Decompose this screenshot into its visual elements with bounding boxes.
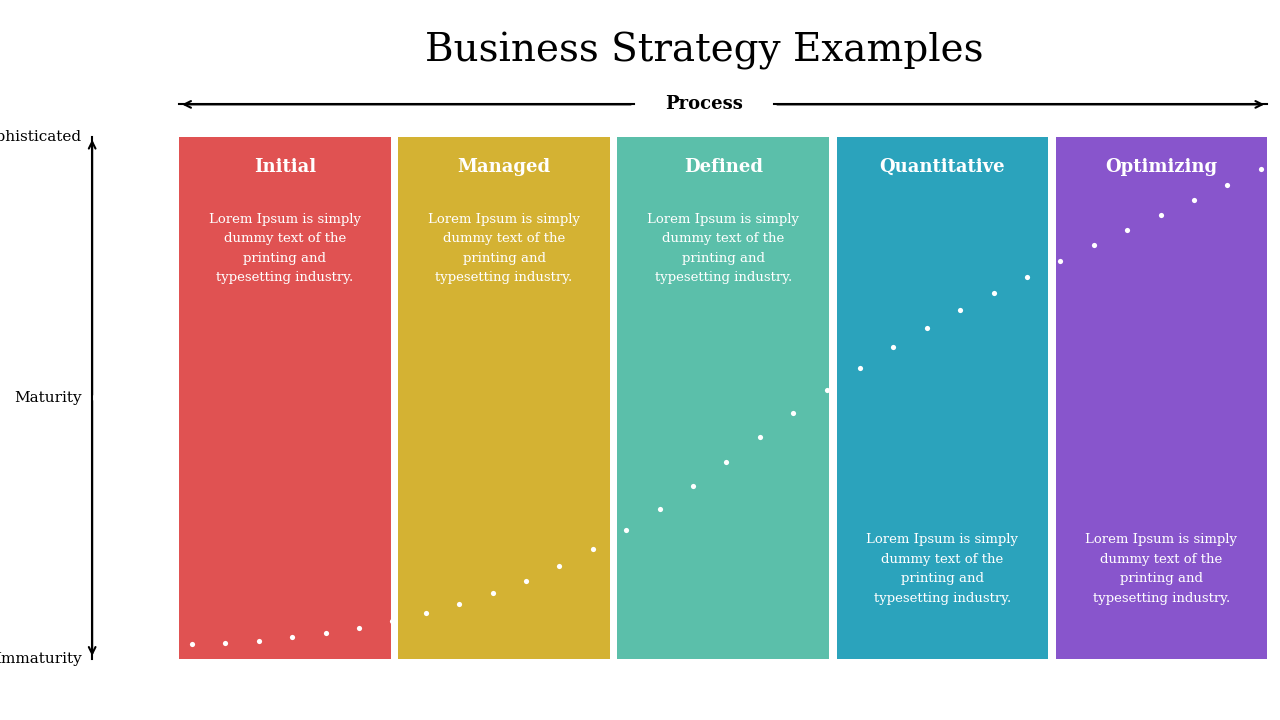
Point [983,287,1004,299]
Point [1184,194,1204,206]
Point [1217,179,1238,190]
Point [315,627,335,639]
Point [248,635,269,647]
Text: Lorem Ipsum is simply
dummy text of the
printing and
typesetting industry.: Lorem Ipsum is simply dummy text of the … [1085,533,1238,605]
Point [182,639,202,650]
Text: Process: Process [666,95,742,113]
Point [717,456,737,467]
Text: Lorem Ipsum is simply
dummy text of the
printing and
typesetting industry.: Lorem Ipsum is simply dummy text of the … [428,212,580,284]
Point [483,588,503,599]
Point [582,543,603,554]
Text: Managed: Managed [457,158,550,176]
Point [1117,225,1138,236]
Point [649,503,669,514]
Point [549,560,570,572]
Text: Defined: Defined [684,158,763,176]
Point [416,608,436,619]
Point [817,384,837,395]
Point [616,524,636,536]
Text: Optimizing: Optimizing [1106,158,1217,176]
Point [1050,255,1070,266]
Text: Lorem Ipsum is simply
dummy text of the
printing and
typesetting industry.: Lorem Ipsum is simply dummy text of the … [648,212,799,284]
Point [348,622,369,634]
Text: Initial: Initial [253,158,316,176]
Text: Quantitative: Quantitative [879,158,1005,176]
Bar [617,137,829,659]
Bar [179,137,390,659]
Text: Immaturity: Immaturity [0,652,82,666]
Text: Business Strategy Examples: Business Strategy Examples [425,32,983,71]
Bar [837,137,1048,659]
Point [1084,240,1105,251]
Point [916,322,937,333]
Point [1016,271,1037,282]
Point [383,616,403,627]
Point [950,304,970,315]
Bar [1056,137,1267,659]
Point [750,431,771,443]
Point [449,598,470,610]
Point [282,631,302,643]
Point [1251,163,1271,175]
Point [215,637,236,649]
Point [783,408,804,419]
Point [516,575,536,586]
Text: Sophisticated: Sophisticated [0,130,82,144]
Text: Lorem Ipsum is simply
dummy text of the
printing and
typesetting industry.: Lorem Ipsum is simply dummy text of the … [867,533,1019,605]
Point [1151,210,1171,221]
Bar [398,137,609,659]
Text: Maturity: Maturity [14,391,82,405]
Point [883,341,904,353]
Text: Lorem Ipsum is simply
dummy text of the
printing and
typesetting industry.: Lorem Ipsum is simply dummy text of the … [209,212,361,284]
Point [682,480,703,492]
Point [850,362,870,374]
